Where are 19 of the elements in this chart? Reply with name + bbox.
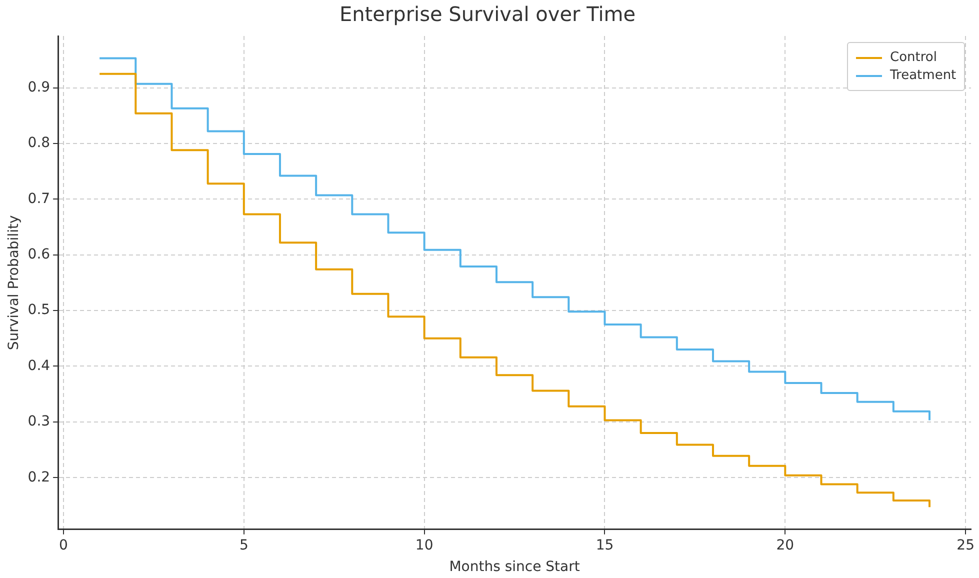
- legend-label: Treatment: [890, 68, 956, 83]
- x-tick-label: 20: [776, 537, 794, 554]
- y-tick-label: 0.2: [28, 469, 50, 486]
- y-tick-label: 0.8: [28, 135, 50, 152]
- x-tick-label: 0: [59, 537, 68, 554]
- chart-title: Enterprise Survival over Time: [339, 2, 636, 26]
- x-tick-label: 10: [415, 537, 434, 554]
- x-tick-label: 15: [596, 537, 614, 554]
- y-tick-label: 0.9: [28, 79, 50, 96]
- legend-label: Control: [890, 50, 937, 65]
- y-tick-label: 0.3: [28, 414, 50, 430]
- y-axis-title: Survival Probability: [6, 215, 22, 350]
- y-tick-label: 0.5: [28, 302, 50, 318]
- x-tick-label: 25: [956, 537, 974, 554]
- y-tick-label: 0.6: [28, 246, 50, 262]
- y-tick-label: 0.7: [28, 190, 50, 207]
- y-tick-label: 0.4: [28, 358, 50, 374]
- x-axis-title: Months since Start: [449, 559, 580, 576]
- x-tick-label: 5: [239, 537, 248, 554]
